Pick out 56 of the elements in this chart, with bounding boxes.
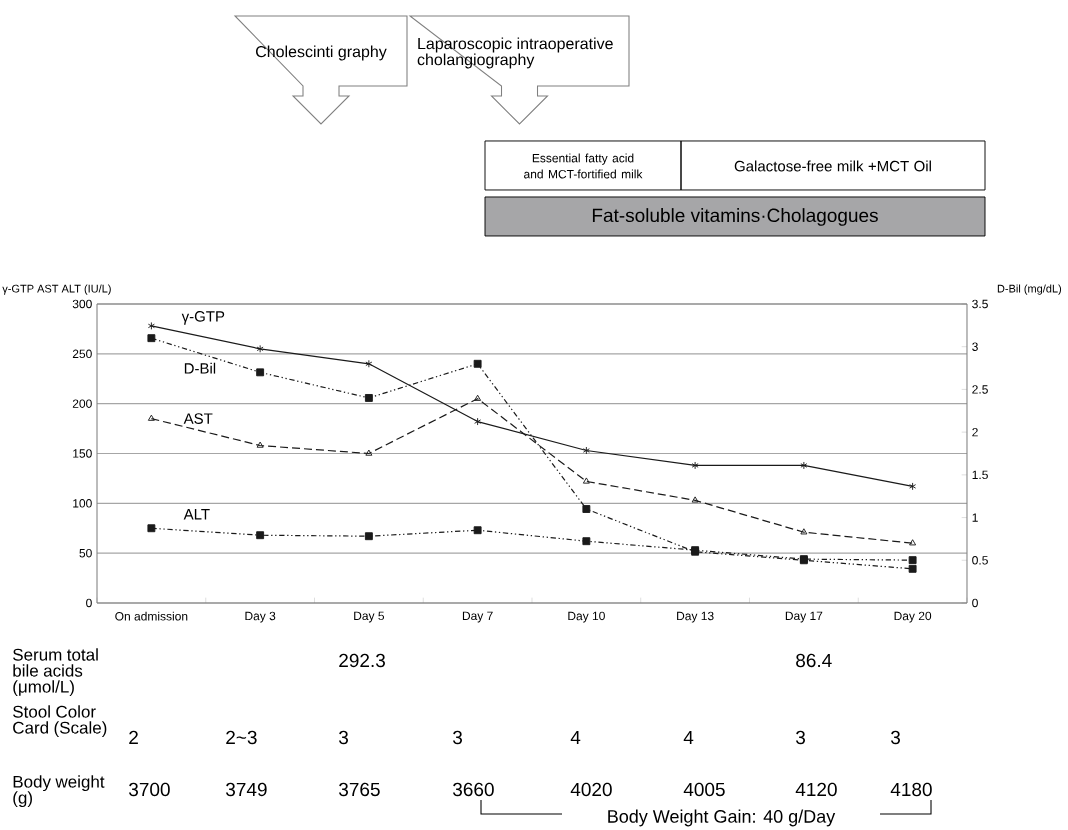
text: Fat-soluble vitamins·Cholagogues	[592, 208, 878, 226]
series-label: γ-GTP	[181, 311, 225, 325]
x-tick-label: Day 3	[245, 611, 276, 623]
y-tick-label: 200	[72, 399, 92, 408]
y2-tick-label: 1.5	[972, 470, 988, 480]
x-tick-label: Day 5	[354, 611, 385, 623]
y-axis-title: γ-GTP AST ALT (IU/L)	[2, 284, 111, 295]
text: 3765	[339, 782, 380, 797]
text: Stool Color Card (Scale)	[13, 705, 107, 738]
series-label: AST	[183, 413, 213, 424]
y-tick-label: 50	[79, 548, 92, 558]
text: 2	[129, 730, 138, 744]
text: Serum total bile acids (μmol/L)	[13, 648, 98, 697]
text: Galactose-free milk +MCT Oil	[734, 160, 931, 172]
y2-tick-label: 1	[972, 513, 978, 522]
text: 3	[339, 730, 349, 745]
x-tick-label: Day 20	[894, 611, 932, 623]
y2-tick-label: 0.5	[972, 556, 988, 565]
y-tick-label: 150	[73, 449, 92, 458]
text: 3700	[129, 782, 170, 797]
y2-tick-label: 2	[972, 427, 978, 437]
text: 4120	[795, 782, 837, 797]
text: Cholescinti graphy	[256, 45, 387, 61]
text: 3	[453, 730, 463, 745]
x-tick-label: Day 10	[568, 611, 605, 623]
text: 292.3	[339, 653, 385, 668]
text: 4180	[890, 782, 932, 797]
text: 3	[796, 730, 806, 745]
text: 4020	[570, 782, 612, 797]
y2-axis-title: D-Bil (mg/dL)	[997, 284, 1062, 295]
text: 3	[891, 730, 901, 745]
text: Body weight (g)	[13, 775, 105, 808]
text: 3749	[226, 782, 267, 797]
text: 3660	[453, 782, 494, 797]
text: 2~3	[226, 730, 257, 745]
y2-tick-label: 3	[972, 342, 978, 351]
text: 4	[570, 730, 581, 744]
text: 4005	[683, 782, 725, 797]
y2-tick-label: 3.5	[972, 299, 988, 309]
series-label: D-Bil	[184, 362, 216, 374]
x-tick-label: Day 17	[785, 611, 823, 623]
series-label: ALT	[183, 509, 210, 520]
x-tick-label: Day 13	[677, 611, 714, 623]
x-tick-label: On admission	[115, 611, 188, 621]
text: Body Weight Gain: 40 g/Day	[608, 809, 836, 827]
y-tick-label: 0	[86, 598, 92, 608]
y-tick-label: 100	[73, 499, 92, 508]
y2-tick-label: 0	[972, 598, 978, 608]
text: Essential fatty acid and MCT-fortified milk	[524, 153, 643, 179]
x-tick-label: Day 7	[462, 611, 493, 623]
y-tick-label: 250	[72, 349, 92, 359]
text: 4	[683, 730, 694, 744]
text: 86.4	[796, 653, 832, 668]
text: Laparoscopic intraoperative cholangiography	[417, 37, 613, 69]
y-tick-label: 300	[72, 299, 92, 309]
y2-tick-label: 2.5	[972, 385, 988, 394]
